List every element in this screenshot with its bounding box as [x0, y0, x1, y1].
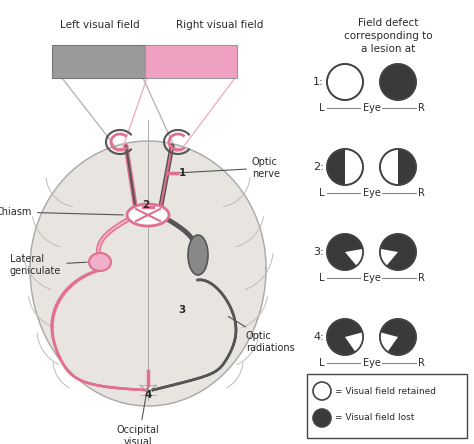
Circle shape — [380, 234, 416, 270]
Text: Left visual field: Left visual field — [60, 20, 140, 30]
Ellipse shape — [188, 235, 208, 275]
Text: 4:: 4: — [313, 332, 324, 342]
Circle shape — [327, 319, 363, 355]
Polygon shape — [30, 141, 266, 406]
Bar — [145, 45, 237, 78]
Text: 3: 3 — [178, 305, 185, 315]
Circle shape — [380, 319, 416, 355]
Circle shape — [327, 64, 363, 100]
Text: Eye: Eye — [363, 188, 381, 198]
Circle shape — [327, 234, 363, 270]
Text: Occipital
visual
cortex: Occipital visual cortex — [117, 388, 159, 444]
Text: 2: 2 — [142, 200, 150, 210]
Text: R: R — [418, 103, 425, 113]
Text: = Visual field lost: = Visual field lost — [335, 413, 414, 423]
Wedge shape — [345, 333, 363, 352]
Circle shape — [327, 149, 363, 185]
Text: Right visual field: Right visual field — [176, 20, 264, 30]
Text: Eye: Eye — [363, 103, 381, 113]
Circle shape — [327, 234, 363, 270]
Wedge shape — [380, 333, 398, 352]
Text: L: L — [319, 103, 325, 113]
Text: Optic
radiations: Optic radiations — [228, 317, 295, 353]
Text: Lateral
geniculate: Lateral geniculate — [10, 254, 87, 276]
Circle shape — [380, 64, 416, 100]
Text: Eye: Eye — [363, 273, 381, 283]
Text: 1:: 1: — [313, 77, 324, 87]
Circle shape — [380, 149, 416, 185]
Wedge shape — [327, 149, 345, 185]
Text: 3:: 3: — [313, 247, 324, 257]
Wedge shape — [398, 149, 416, 185]
Circle shape — [313, 409, 331, 427]
Ellipse shape — [127, 204, 169, 226]
Circle shape — [327, 319, 363, 355]
Wedge shape — [380, 249, 398, 266]
Text: 2:: 2: — [313, 162, 324, 172]
Ellipse shape — [89, 253, 111, 271]
Text: 1: 1 — [179, 168, 186, 178]
Circle shape — [313, 382, 331, 400]
Text: L: L — [319, 358, 325, 368]
FancyBboxPatch shape — [307, 374, 467, 438]
Text: Field defect
corresponding to
a lesion at: Field defect corresponding to a lesion a… — [344, 18, 432, 55]
Circle shape — [380, 234, 416, 270]
Text: L: L — [319, 273, 325, 283]
Circle shape — [380, 319, 416, 355]
Text: Eye: Eye — [363, 358, 381, 368]
Text: R: R — [418, 273, 425, 283]
Text: Chiasm: Chiasm — [0, 207, 123, 217]
Wedge shape — [345, 249, 363, 266]
Text: 4: 4 — [144, 390, 152, 400]
Text: = Visual field retained: = Visual field retained — [335, 386, 436, 396]
Circle shape — [380, 64, 416, 100]
Text: Optic
nerve: Optic nerve — [179, 157, 280, 179]
Text: R: R — [418, 188, 425, 198]
Text: R: R — [418, 358, 425, 368]
Bar — [52, 45, 145, 78]
Text: L: L — [319, 188, 325, 198]
